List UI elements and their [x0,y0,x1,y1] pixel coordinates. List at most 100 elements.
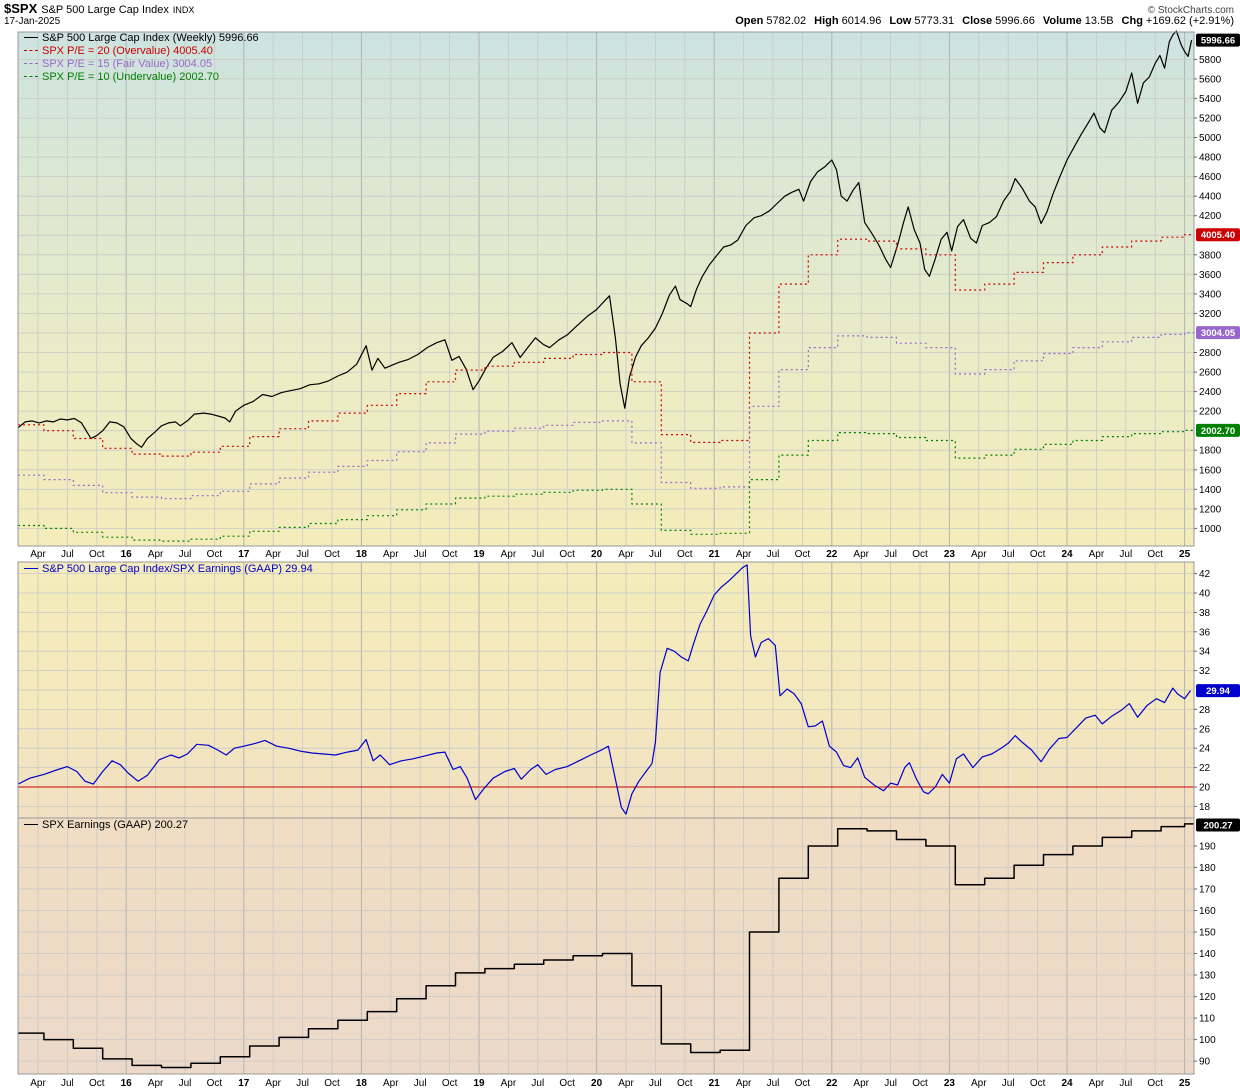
panel-1: 1000 1200 1400 1600 1800 2200 2400 2600 2800 3200… [17,30,1240,547]
x-tick-label: 18 [356,549,368,560]
panel3-legend: SPX Earnings (GAAP) 200.27 [24,819,188,832]
x-tick-label: Apr [618,549,634,560]
x-tick-label: 19 [473,549,485,560]
x-tick-label: Oct [324,1078,340,1089]
panel-3-border [17,817,1195,1075]
x-tick-label: 23 [944,549,956,560]
pe15-line-swatch-icon [24,63,38,64]
x-tick-label: 17 [238,549,250,560]
y-tick-label: 170 [1199,885,1216,896]
x-tick-label: Oct [1147,549,1163,560]
x-tick-label: 20 [591,1078,603,1089]
spx-earnings-step-line-value-label: 200.27 [1203,821,1232,832]
x-tick-label: Apr [30,549,46,560]
x-tick-label: 17 [238,1078,250,1089]
symbol: $SPX [4,1,38,16]
x-tick-label: Jul [767,549,780,560]
x-tick-label: Jul [1002,549,1015,560]
x-tick-label: 21 [709,1078,721,1089]
x-tick-label: Oct [559,1078,575,1089]
pe20-overvalue-band-value-label: 4005.40 [1201,230,1235,241]
y-tick-label: 3600 [1199,270,1222,281]
legend-item-pe-ratio: S&P 500 Large Cap Index/SPX Earnings (GA… [24,563,313,576]
x-tick-label: 24 [1061,549,1073,560]
y-tick-label: 3200 [1199,309,1222,320]
x-tick-label: Jul [61,1078,74,1089]
y-tick-label: 5200 [1199,114,1222,125]
x-tick-label: Oct [912,1078,928,1089]
chart-date: 17-Jan-2025 [4,16,61,27]
y-tick-label: 3800 [1199,250,1222,261]
spx-earnings-step-line-value-box [1196,818,1240,832]
x-tick-label: Oct [89,549,105,560]
legend-label-price: S&P 500 Large Cap Index (Weekly) 5996.66 [42,32,259,44]
panel1-legend: S&P 500 Large Cap Index (Weekly) 5996.66… [24,32,259,84]
x-tick-label: 25 [1179,1078,1191,1089]
x-tick-label: Apr [501,1078,517,1089]
y-tick-label: 4200 [1199,211,1222,222]
y-tick-label: 38 [1199,608,1211,619]
pe10-undervalue-band [18,429,1194,542]
legend-item-earnings: SPX Earnings (GAAP) 200.27 [24,819,188,832]
y-tick-label: 140 [1199,949,1216,960]
close-value: 5996.66 [995,15,1035,27]
x-tick-label: 19 [473,1078,485,1089]
x-tick-label: Oct [324,549,340,560]
copyright: © StockCharts.com [1147,5,1234,16]
x-tick-label: Jul [414,1078,427,1089]
low-label: Low [889,15,912,27]
x-tick-label: Jul [1119,1078,1132,1089]
x-tick-label: Apr [853,549,869,560]
x-tick-label: Jul [296,549,309,560]
legend-item-pe20: SPX P/E = 20 (Overvalue) 4005.40 [24,45,259,58]
legend-label-earnings: SPX Earnings (GAAP) 200.27 [42,819,189,831]
pe10-line-swatch-icon [24,76,38,77]
panel2-legend: S&P 500 Large Cap Index/SPX Earnings (GA… [24,563,313,576]
x-tick-label: Jul [179,1078,192,1089]
x-tick-label: Apr [1089,1078,1105,1089]
y-tick-label: 2600 [1199,368,1222,379]
x-tick-label: 20 [591,549,603,560]
x-tick-label: Apr [736,549,752,560]
x-tick-label: Oct [1030,1078,1046,1089]
spx-price-line [17,30,1193,448]
pe20-overvalue-band-value-box [1196,228,1240,242]
y-tick-label: 160 [1199,906,1216,917]
x-tick-label: Apr [265,549,281,560]
legend-item-pe15: SPX P/E = 15 (Fair Value) 3004.05 [24,58,259,71]
x-tick-label: Jul [884,549,897,560]
x-tick-label: Oct [795,549,811,560]
volume-label: Volume [1042,15,1082,27]
y-tick-label: 40 [1199,589,1211,600]
legend-item-pe10: SPX P/E = 10 (Undervalue) 2002.70 [24,71,259,84]
x-tick-label: Oct [442,1078,458,1089]
y-tick-label: 150 [1199,928,1216,939]
y-tick-label: 2200 [1199,407,1222,418]
y-tick-label: 28 [1199,705,1211,716]
y-tick-label: 20 [1199,783,1211,794]
pe15-fairvalue-band [18,332,1194,500]
x-tick-label: Apr [148,1078,164,1089]
x-tick-label: Jul [531,1078,544,1089]
y-tick-label: 100 [1199,1035,1216,1046]
chg-label: Chg [1121,15,1143,27]
x-tick-label: Oct [677,549,693,560]
y-tick-label: 190 [1199,842,1216,853]
spx-price-line-value-box [1196,33,1240,47]
x-tick-label: Jul [179,549,192,560]
x-tick-label: Apr [853,1078,869,1089]
x-tick-label: Oct [912,549,928,560]
x-tick-label: Apr [971,1078,987,1089]
x-tick-label: Jul [649,549,662,560]
x-tick-label: Jul [414,549,427,560]
x-tick-label: Apr [383,1078,399,1089]
x-tick-label: Jul [1119,549,1132,560]
y-tick-label: 4800 [1199,153,1222,164]
low-value: 5773.31 [914,15,955,27]
legend-label-pe-ratio: S&P 500 Large Cap Index/SPX Earnings (GA… [42,563,313,575]
chg-value: +169.62 (+2.91%) [1145,15,1234,27]
x-tick-label: Jul [531,549,544,560]
y-tick-label: 24 [1199,744,1211,755]
pe15-fairvalue-band-value-label: 3004.05 [1201,328,1236,339]
